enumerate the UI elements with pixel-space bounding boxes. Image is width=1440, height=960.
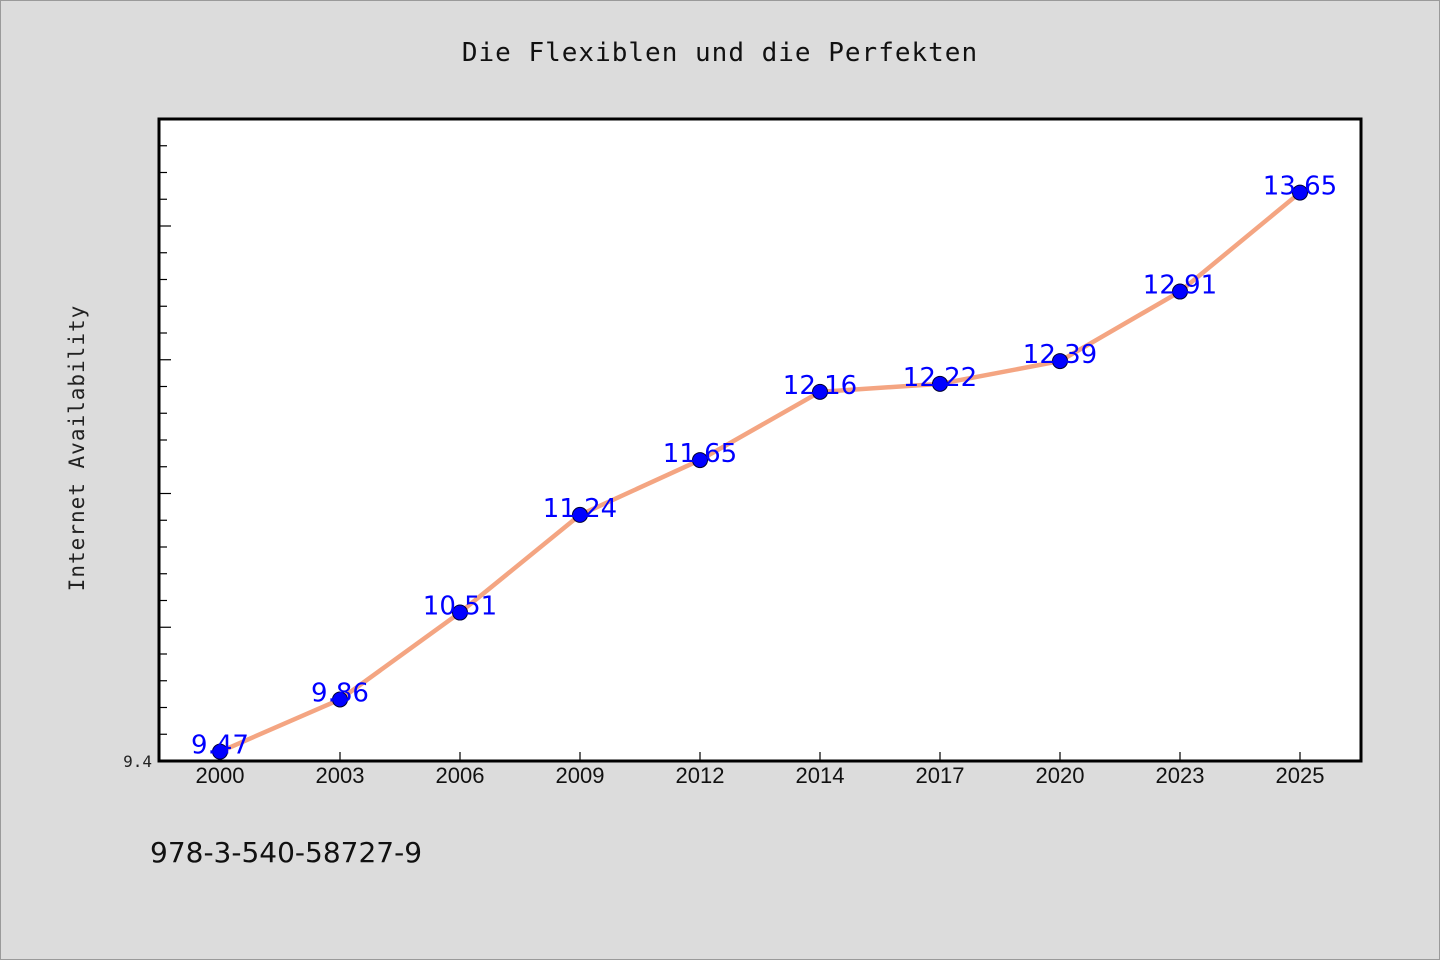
data-point-2025	[1292, 184, 1308, 201]
plot-area	[157, 117, 1363, 763]
x-tick-label-2012: 2012	[676, 763, 725, 788]
data-labels: 9.47 9.86 10.51 11.24 11.65 12.16 12.22 12.39 12…	[191, 172, 1337, 761]
x-tick-label-2006: 2006	[436, 763, 485, 788]
data-point-2020	[1052, 353, 1068, 370]
x-tick-label-2000: 2000	[196, 763, 245, 788]
data-label-2009: 11.24	[543, 494, 617, 524]
x-tick-label-2014: 2014	[796, 763, 845, 788]
data-point-2014	[812, 383, 828, 400]
x-tick-labels: 2000 2003 2006 2009 2012 2014 2017 2020 2023 2025	[196, 763, 1325, 788]
data-label-2017: 12.22	[903, 363, 977, 393]
data-point-2009	[572, 506, 588, 523]
data-label-2014: 12.16	[783, 371, 857, 401]
data-point-2000	[212, 743, 228, 760]
data-label-2000: 9.47	[191, 731, 249, 761]
x-tick-label-2017: 2017	[916, 763, 965, 788]
data-label-2012: 11.65	[663, 439, 737, 469]
chart-title: Die Flexiblen und die Perfekten	[462, 38, 978, 68]
isbn-footer: 978-3-540-58727-9	[150, 836, 422, 869]
data-label-2003: 9.86	[311, 678, 369, 708]
y-tick-label-min: 9.4	[123, 752, 152, 771]
data-label-2023: 12.91	[1143, 271, 1217, 301]
data-point-2017	[932, 375, 948, 392]
x-tick-label-2023: 2023	[1156, 763, 1205, 788]
x-tick-label-2025: 2025	[1276, 763, 1325, 788]
series-markers	[212, 184, 1308, 760]
data-label-2020: 12.39	[1023, 340, 1097, 370]
series-line	[217, 190, 1303, 754]
data-label-2006: 10.51	[423, 592, 497, 622]
x-tick-label-2003: 2003	[316, 763, 365, 788]
data-point-2003	[332, 691, 348, 708]
data-point-2012	[692, 452, 708, 469]
data-point-2023	[1172, 283, 1188, 300]
x-tick-label-2020: 2020	[1036, 763, 1085, 788]
y-axis-ticks	[159, 118, 171, 762]
data-point-2006	[452, 604, 468, 621]
y-axis-label: Internet Availability	[65, 305, 89, 592]
x-tick-label-2009: 2009	[556, 763, 605, 788]
data-label-2025: 13.65	[1263, 172, 1337, 202]
